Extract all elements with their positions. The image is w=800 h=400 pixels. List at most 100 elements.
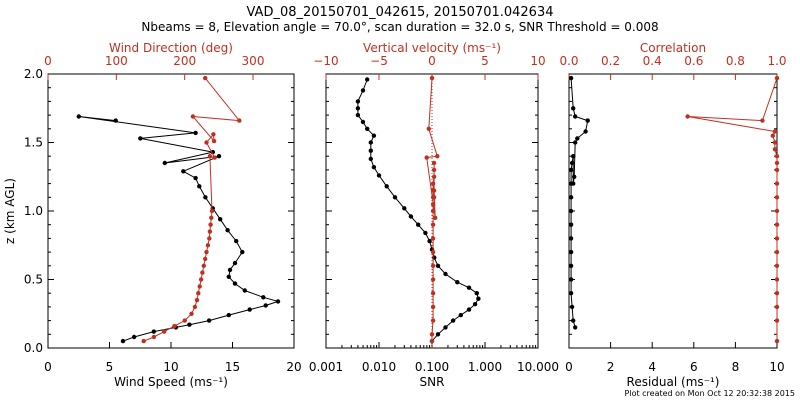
data-point-red	[151, 334, 157, 340]
data-point-black	[585, 118, 590, 123]
data-point-black	[402, 206, 407, 211]
data-point-black	[240, 249, 245, 255]
data-point-red	[209, 208, 215, 214]
top-tick-label: 0.4	[643, 54, 662, 68]
data-point-black	[573, 114, 578, 119]
data-point-black	[427, 238, 432, 244]
data-point-red	[774, 222, 780, 227]
data-point-black	[568, 195, 574, 200]
data-point-red	[770, 133, 775, 138]
data-point-red	[774, 236, 780, 241]
bottom-tick-label: 0.100	[415, 360, 449, 374]
data-point-black	[384, 184, 389, 189]
data-point-red	[209, 215, 214, 220]
top-tick-label: 200	[173, 54, 196, 68]
data-point-red	[172, 323, 177, 329]
data-point-red	[435, 154, 440, 159]
data-point-red	[162, 329, 167, 334]
data-point-black	[568, 222, 574, 227]
data-point-red	[774, 249, 780, 255]
data-point-red	[774, 304, 780, 310]
data-point-black	[368, 156, 373, 162]
data-point-black	[247, 307, 252, 312]
bottom-tick-label: 0	[565, 360, 573, 374]
data-point-black	[568, 236, 574, 241]
data-point-red	[774, 263, 780, 268]
data-point-black	[218, 217, 223, 222]
data-point-red	[772, 140, 778, 145]
top-axis-label: Correlation	[640, 41, 706, 55]
data-point-black	[568, 167, 574, 173]
data-point-red	[430, 236, 436, 241]
top-tick-label: 300	[242, 54, 265, 68]
data-point-red	[189, 311, 194, 316]
data-point-black	[569, 160, 575, 166]
data-point-black	[466, 307, 472, 312]
bottom-tick-label: 8	[732, 360, 740, 374]
data-point-black	[568, 277, 574, 282]
top-tick-label: 0	[428, 54, 436, 68]
data-point-black	[466, 285, 472, 290]
data-point-black	[368, 148, 373, 153]
bottom-axis-label: SNR	[420, 375, 445, 389]
data-point-black	[275, 299, 281, 304]
data-point-red	[430, 208, 436, 214]
data-point-black	[435, 332, 441, 337]
data-point-black	[458, 312, 463, 318]
data-point-red	[760, 118, 765, 123]
top-tick-label: −10	[313, 54, 338, 68]
data-point-red	[430, 222, 436, 227]
data-point-black	[193, 130, 198, 136]
bottom-axis-label: Wind Speed (ms⁻¹)	[114, 375, 228, 389]
top-tick-label: 100	[105, 54, 128, 68]
plot-footer: Plot created on Mon Oct 12 20:32:38 2015	[625, 389, 795, 398]
data-point-red	[774, 291, 780, 296]
data-point-black	[376, 173, 382, 178]
bottom-tick-label: 10	[163, 360, 178, 374]
data-point-black	[450, 318, 456, 323]
data-point-red	[205, 243, 211, 248]
top-tick-label: 0	[44, 54, 52, 68]
data-point-red	[774, 75, 780, 81]
data-point-red	[685, 114, 690, 119]
data-point-red	[431, 188, 437, 193]
data-point-red	[429, 75, 435, 81]
data-point-red	[207, 236, 212, 241]
data-point-red	[198, 277, 204, 282]
data-point-red	[430, 249, 436, 255]
data-point-red	[774, 167, 780, 173]
data-point-black	[392, 195, 398, 200]
data-point-black	[360, 119, 366, 125]
chart-panel-1: 0 5 10 15 20 Wind Speed (ms⁻¹) 0 100 200 300 Wind …	[3, 41, 302, 389]
data-point-red	[772, 147, 778, 152]
data-point-red	[194, 297, 200, 303]
data-point-black	[131, 334, 137, 340]
data-point-black	[371, 165, 377, 170]
data-point-black	[575, 136, 580, 141]
series-line-red	[687, 77, 778, 342]
data-point-red	[429, 332, 435, 337]
data-point-red	[190, 114, 196, 119]
data-point-red	[430, 304, 436, 310]
y-tick-label: 2.0	[24, 67, 43, 81]
data-point-black	[571, 181, 576, 186]
top-tick-label: −5	[370, 54, 388, 68]
data-point-black	[263, 303, 268, 308]
series-line-black	[78, 116, 280, 342]
data-point-red	[774, 318, 780, 323]
bottom-axis-label: Residual (ms⁻¹)	[627, 375, 720, 389]
data-point-black	[360, 88, 366, 93]
data-point-red	[192, 304, 198, 310]
data-point-black	[583, 129, 588, 134]
data-point-black	[443, 271, 448, 277]
bottom-tick-label: 6	[690, 360, 698, 374]
data-point-black	[569, 304, 575, 310]
data-point-red	[431, 160, 437, 166]
bottom-tick-label: 10.000	[517, 360, 559, 374]
data-point-black	[568, 208, 574, 214]
data-point-black	[476, 296, 481, 301]
data-point-black	[234, 238, 239, 244]
data-point-red	[201, 263, 206, 268]
data-point-black	[371, 133, 377, 138]
data-point-red	[774, 338, 780, 344]
